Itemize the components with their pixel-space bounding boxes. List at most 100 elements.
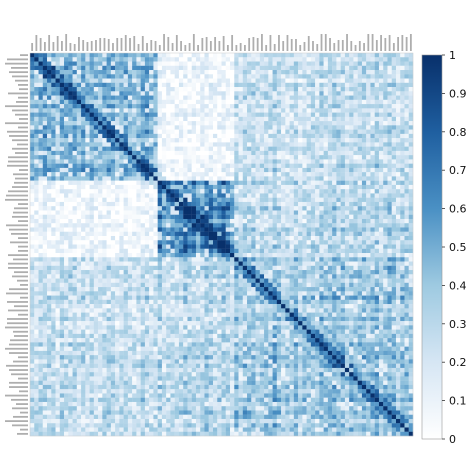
heatmap-cell	[89, 253, 94, 258]
heatmap-cell	[221, 265, 226, 271]
heatmap-cell	[378, 82, 384, 88]
heatmap-cell	[85, 197, 90, 203]
heatmap-cell	[272, 159, 277, 164]
heatmap-cell	[259, 95, 265, 100]
heatmap-cell	[38, 218, 43, 224]
heatmap-cell	[200, 57, 205, 62]
heatmap-cell	[170, 244, 175, 249]
heatmap-cell	[344, 150, 350, 156]
heatmap-cell	[161, 193, 167, 198]
heatmap-cell	[119, 197, 124, 203]
column-label-mark	[90, 41, 93, 51]
heatmap-cell	[153, 91, 158, 96]
heatmap-cell	[200, 125, 205, 130]
heatmap-cell	[374, 87, 380, 92]
heatmap-cell	[55, 125, 60, 130]
heatmap-cell	[395, 176, 401, 181]
heatmap-cell	[85, 176, 90, 181]
heatmap-cell	[89, 218, 94, 224]
heatmap-cell	[404, 61, 409, 66]
heatmap-cell	[264, 99, 269, 105]
heatmap-cell	[85, 227, 90, 232]
heatmap-cell	[374, 180, 380, 186]
heatmap-cell	[178, 133, 184, 139]
heatmap-cell	[302, 248, 307, 254]
heatmap-cell	[183, 142, 188, 147]
heatmap-cell	[30, 129, 35, 135]
heatmap-cell	[98, 189, 103, 194]
heatmap-cell	[281, 108, 286, 113]
heatmap-cell	[115, 265, 120, 271]
heatmap-cell	[289, 253, 294, 258]
row-label-mark	[5, 347, 28, 350]
heatmap-cell	[255, 218, 260, 224]
heatmap-cell	[221, 176, 226, 181]
heatmap-cell	[200, 265, 205, 271]
heatmap-cell	[400, 253, 405, 258]
heatmap-cell	[230, 65, 235, 71]
heatmap-cell	[344, 87, 350, 92]
heatmap-cell	[170, 133, 175, 139]
heatmap-cell	[319, 129, 324, 135]
heatmap-cell	[38, 142, 43, 147]
heatmap-cell	[187, 240, 192, 245]
heatmap-cell	[98, 201, 103, 207]
row-label-mark	[20, 284, 28, 286]
heatmap-cell	[306, 218, 312, 224]
heatmap-cell	[195, 278, 201, 283]
heatmap-cell	[68, 116, 73, 122]
heatmap-cell	[357, 253, 363, 258]
heatmap-cell	[391, 223, 397, 228]
heatmap-cell	[140, 184, 146, 190]
heatmap-cell	[264, 78, 269, 83]
heatmap-cell	[34, 57, 39, 62]
heatmap-cell	[293, 244, 299, 249]
heatmap-cell	[132, 180, 137, 186]
column-label-mark	[312, 41, 314, 51]
heatmap-cell	[51, 116, 56, 122]
heatmap-cell	[332, 218, 337, 224]
heatmap-cell	[383, 214, 388, 220]
heatmap-cell	[178, 104, 184, 109]
heatmap-cell	[93, 210, 99, 215]
heatmap-cell	[178, 223, 184, 228]
heatmap-cell	[366, 70, 371, 75]
heatmap-cell	[323, 57, 329, 62]
heatmap-cell	[42, 274, 48, 279]
heatmap-cell	[230, 155, 235, 160]
heatmap-cell	[191, 189, 197, 194]
heatmap-cell	[391, 74, 397, 79]
heatmap-cell	[144, 57, 150, 62]
heatmap-cell	[115, 214, 120, 220]
heatmap-cell	[344, 74, 350, 79]
heatmap-cell	[98, 112, 103, 117]
heatmap-cell	[272, 210, 277, 215]
heatmap-cell	[251, 248, 256, 254]
heatmap-cell	[55, 201, 60, 207]
heatmap-cell	[38, 99, 43, 105]
heatmap-cell	[149, 235, 154, 241]
heatmap-cell	[357, 91, 363, 96]
heatmap-cell	[306, 176, 312, 181]
heatmap-cell	[119, 65, 124, 71]
heatmap-cell	[144, 95, 150, 100]
heatmap-cell	[195, 87, 201, 92]
row-label-mark	[9, 386, 28, 388]
heatmap-cell	[293, 261, 299, 266]
heatmap-cell	[51, 95, 56, 100]
heatmap-cell	[178, 231, 184, 237]
heatmap-cell	[136, 99, 141, 105]
heatmap-cell	[153, 223, 158, 228]
heatmap-cell	[242, 108, 248, 113]
row-label-mark	[5, 62, 28, 65]
heatmap-cell	[42, 138, 48, 143]
heatmap-cell	[272, 61, 277, 66]
heatmap-cell	[136, 142, 141, 147]
heatmap-cell	[259, 265, 265, 271]
heatmap-cell	[115, 270, 120, 275]
heatmap-cell	[76, 210, 82, 215]
heatmap-cell	[195, 112, 201, 117]
row-label-mark	[14, 207, 28, 210]
heatmap-cell	[42, 74, 48, 79]
heatmap-cell	[327, 180, 333, 186]
